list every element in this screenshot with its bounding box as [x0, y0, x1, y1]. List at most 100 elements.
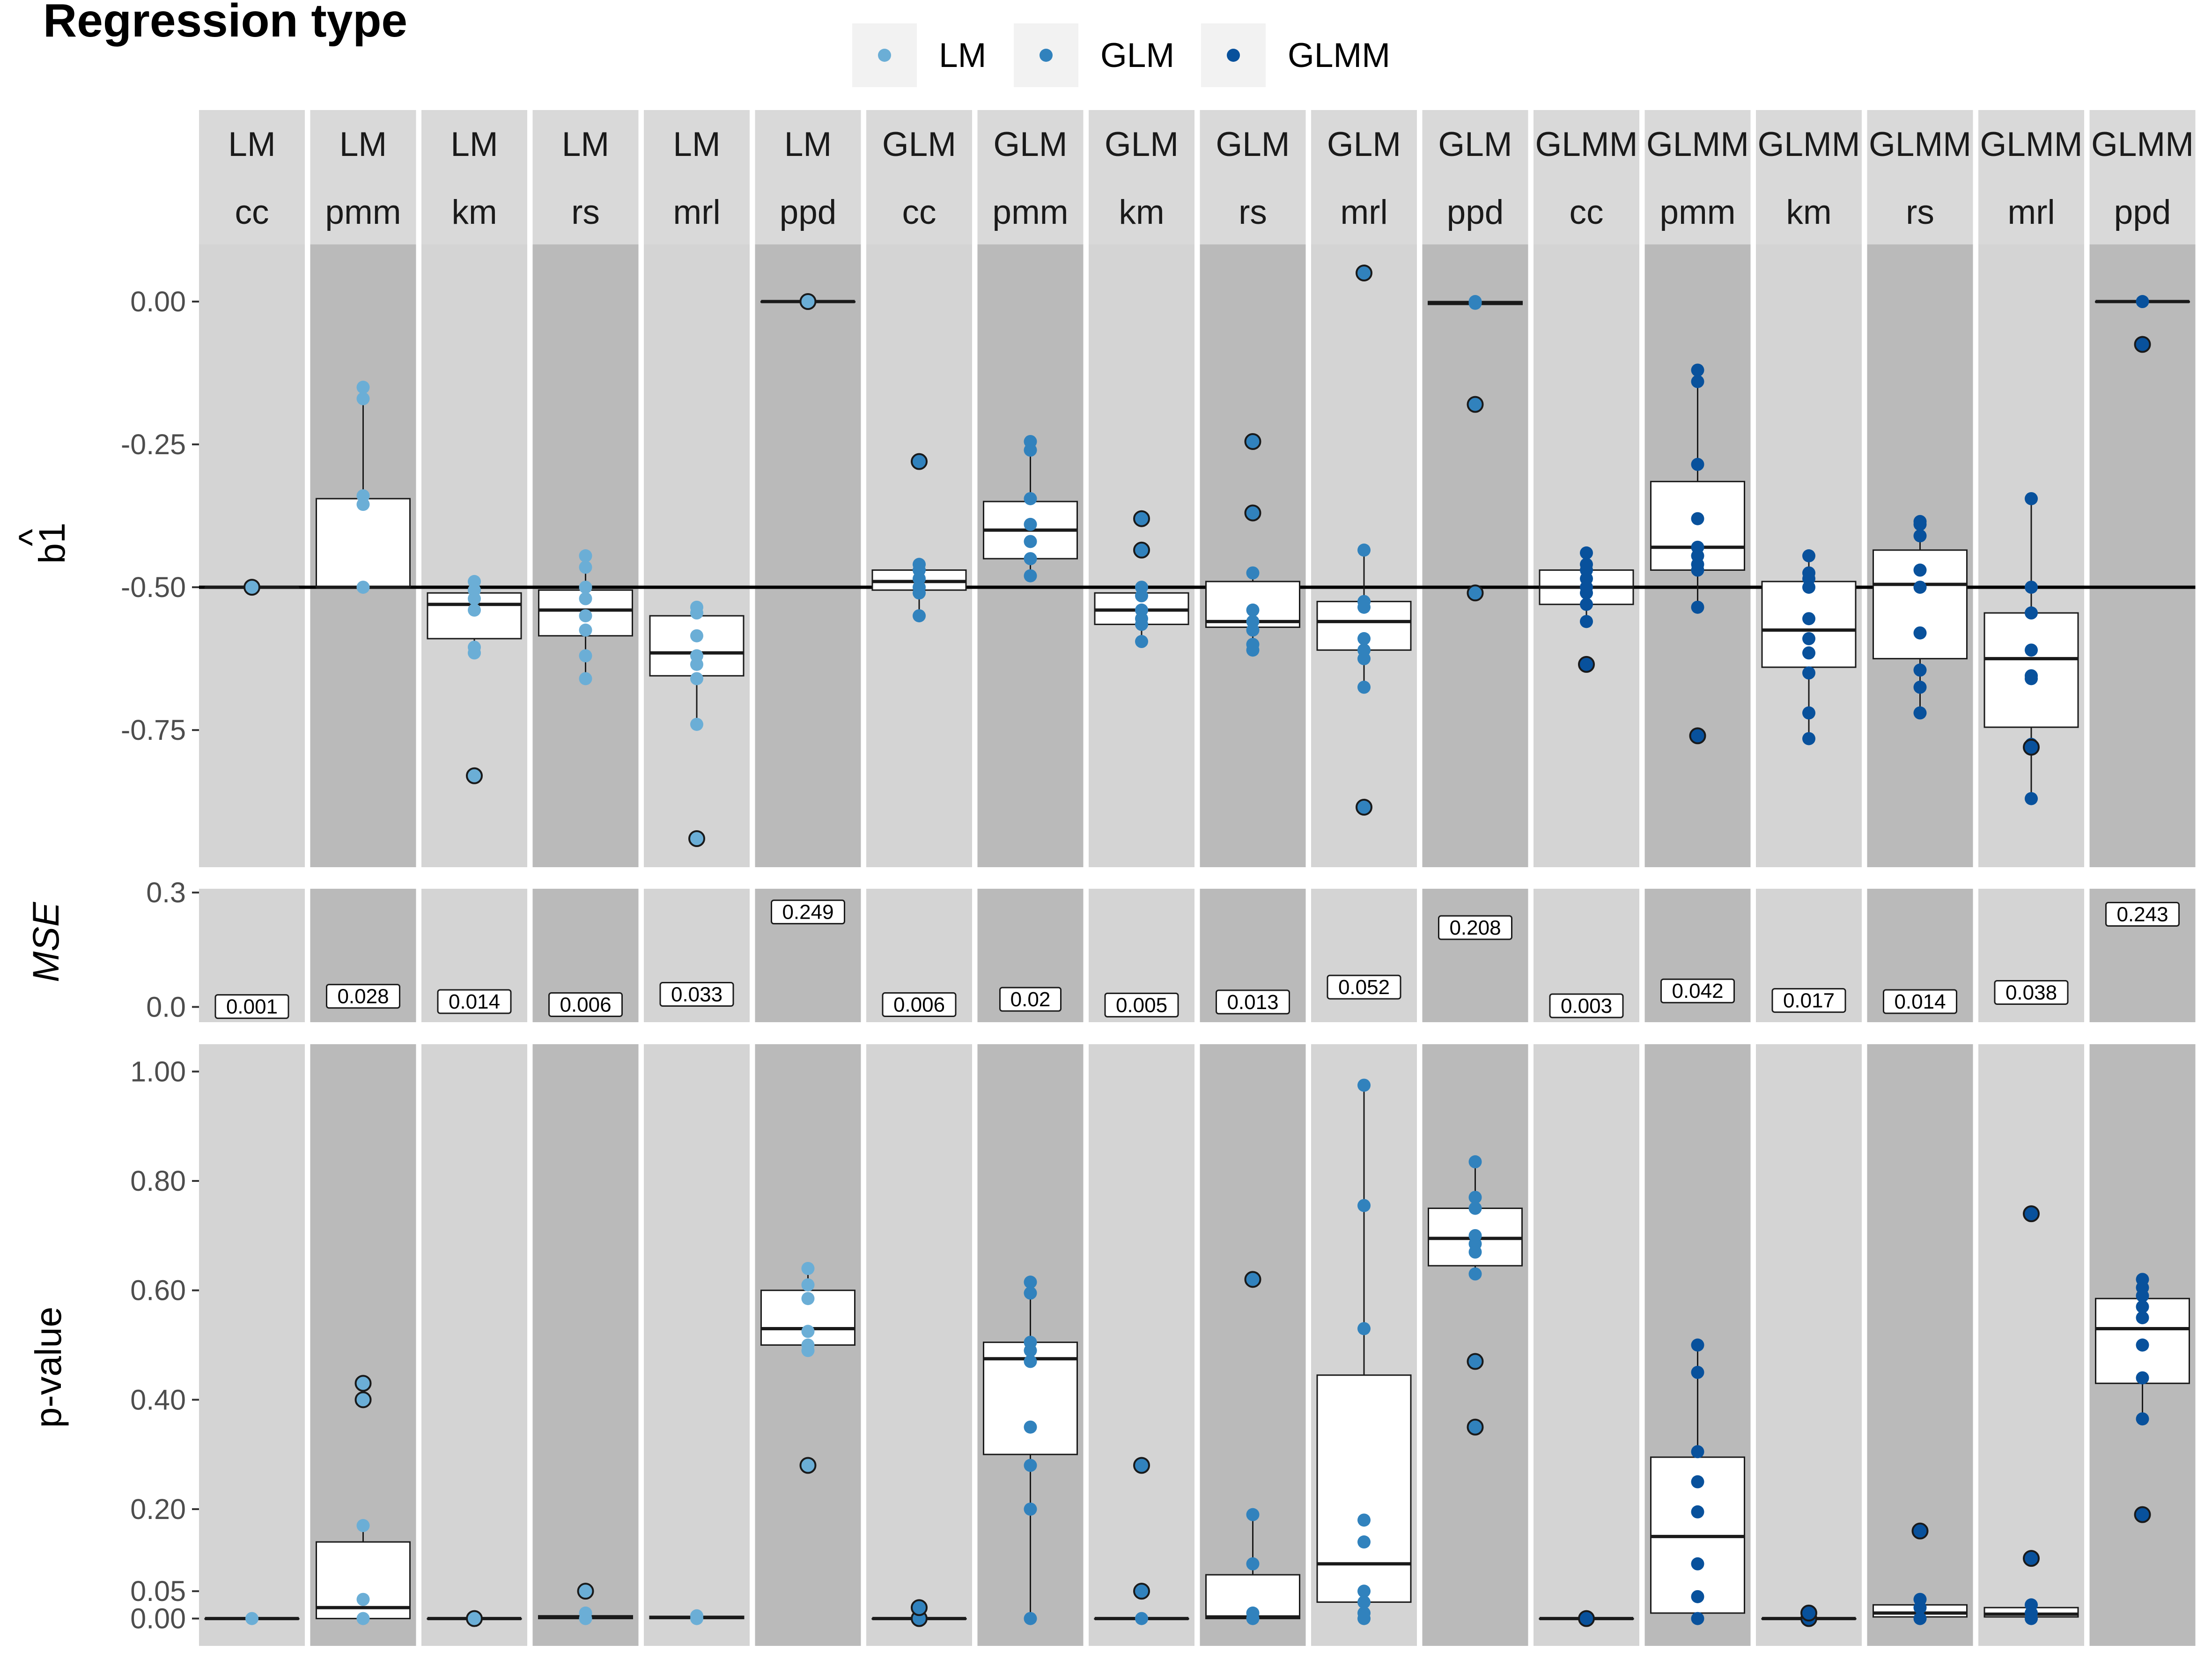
- data-point: [1468, 1229, 1482, 1242]
- data-point: [2136, 1371, 2149, 1385]
- strip-background: [1978, 110, 2084, 244]
- outlier-point: [1133, 1583, 1150, 1600]
- data-point: [2136, 1300, 2149, 1313]
- strip-method-label: km: [1119, 193, 1164, 231]
- data-point: [1357, 652, 1371, 665]
- strip-background: [644, 110, 750, 244]
- strip-method-label: ppd: [2114, 193, 2171, 231]
- data-point: [1802, 706, 1815, 720]
- facet-strip: LM pmm: [310, 110, 416, 244]
- strip-model-label: LM: [450, 125, 498, 163]
- strip-model-label: GLMM: [1869, 125, 1971, 163]
- facet-boxplot: [871, 1599, 967, 1627]
- panel-background: [644, 244, 750, 867]
- y-tick-label: 0.00: [130, 286, 186, 317]
- data-point: [1357, 1322, 1371, 1335]
- data-point: [356, 1612, 370, 1625]
- data-point: [468, 603, 481, 617]
- panel-background: [866, 1044, 972, 1646]
- data-point: [1802, 732, 1815, 745]
- facet-boxplot: [316, 1375, 411, 1625]
- data-point: [1024, 1276, 1037, 1289]
- data-point: [690, 629, 703, 642]
- mse-label-text: 0.006: [560, 994, 611, 1017]
- mse-label: 0.02: [999, 987, 1062, 1012]
- data-point: [2136, 1273, 2149, 1286]
- mse-label-box: [1883, 989, 1957, 1014]
- facet-strip: LM km: [421, 110, 527, 244]
- facet-strip: GLMM ppd: [2089, 110, 2196, 244]
- facet-boxplot: [1983, 492, 2079, 805]
- legend: Regression type LM GLM GLMM: [43, 0, 1390, 87]
- data-point: [468, 646, 481, 660]
- facet-boxplot: [1873, 1522, 1968, 1625]
- mse-label-text: 0.017: [1783, 989, 1835, 1012]
- outlier-point: [1356, 265, 1372, 282]
- data-point: [1691, 1445, 1704, 1459]
- facet-boxplot: [2095, 1273, 2190, 1523]
- facet-boxplot: [1205, 433, 1300, 657]
- data-point: [245, 1612, 258, 1625]
- panel-background: [1422, 244, 1528, 867]
- data-point: [579, 609, 592, 623]
- data-point: [1357, 680, 1371, 694]
- data-point: [356, 498, 370, 511]
- facet-boxplot: [2095, 295, 2190, 353]
- outlier-point: [354, 1391, 372, 1408]
- panel-background: [1756, 1044, 1862, 1646]
- data-point: [1802, 549, 1815, 562]
- mse-label-box: [1660, 978, 1735, 1003]
- mse-label-text: 0.038: [2006, 981, 2057, 1004]
- data-point: [1802, 646, 1815, 660]
- facet-boxplot: [983, 435, 1078, 582]
- data-point: [1913, 1612, 1927, 1625]
- legend-swatch: [878, 49, 891, 62]
- outlier-point: [1467, 1353, 1484, 1370]
- data-point: [579, 560, 592, 574]
- data-point: [1691, 600, 1704, 614]
- panel-background: [1978, 1044, 2084, 1646]
- strip-background: [199, 110, 305, 244]
- data-point: [1357, 632, 1371, 645]
- strip-method-label: rs: [1906, 193, 1934, 231]
- box: [1316, 1374, 1412, 1603]
- facet-boxplot: [1316, 265, 1412, 816]
- mse-label: 0.003: [1549, 993, 1624, 1018]
- facet-boxplot: [1983, 1205, 2079, 1625]
- mse-label: 0.001: [214, 994, 289, 1019]
- data-point: [1691, 1612, 1704, 1625]
- data-point: [1024, 1502, 1037, 1516]
- outlier-point: [1244, 504, 1261, 522]
- data-point: [579, 549, 592, 562]
- data-point: [1691, 563, 1704, 577]
- y-tick-label: 0.60: [130, 1275, 186, 1306]
- facet-boxplot: [427, 575, 522, 784]
- y-tick-label: 0.20: [130, 1493, 186, 1525]
- outlier-point: [1133, 510, 1150, 527]
- mse-panel-row: 0.0 0.3 0.001 0.028 0.014 0.006 0.033 0.249 0.00…: [146, 877, 2196, 1023]
- outlier-point: [911, 453, 928, 470]
- strip-model-label: GLM: [1216, 125, 1290, 163]
- strip-model-label: LM: [228, 125, 275, 163]
- data-point: [1691, 512, 1704, 525]
- outlier-point: [354, 1375, 372, 1392]
- legend-label: GLMM: [1288, 37, 1390, 74]
- data-point: [1691, 1475, 1704, 1489]
- strip-method-label: rs: [571, 193, 600, 231]
- y-tick-label: 0.40: [130, 1384, 186, 1416]
- strip-background: [421, 110, 527, 244]
- strip-method-label: cc: [1570, 193, 1604, 231]
- y-tick-label: -0.25: [121, 428, 186, 460]
- strip-model-label: GLM: [1438, 125, 1512, 163]
- strip-method-label: mrl: [673, 193, 720, 231]
- strip-model-label: GLM: [993, 125, 1067, 163]
- strip-model-label: GLMM: [1646, 125, 1749, 163]
- panel-background: [1200, 244, 1306, 867]
- mse-label-text: 0.028: [337, 985, 389, 1008]
- strip-method-label: mrl: [1340, 193, 1387, 231]
- data-point: [801, 1278, 815, 1291]
- data-point: [2136, 1412, 2149, 1426]
- outlier-point: [1467, 584, 1484, 602]
- data-point: [1691, 1338, 1704, 1352]
- outlier-point: [1467, 1418, 1484, 1436]
